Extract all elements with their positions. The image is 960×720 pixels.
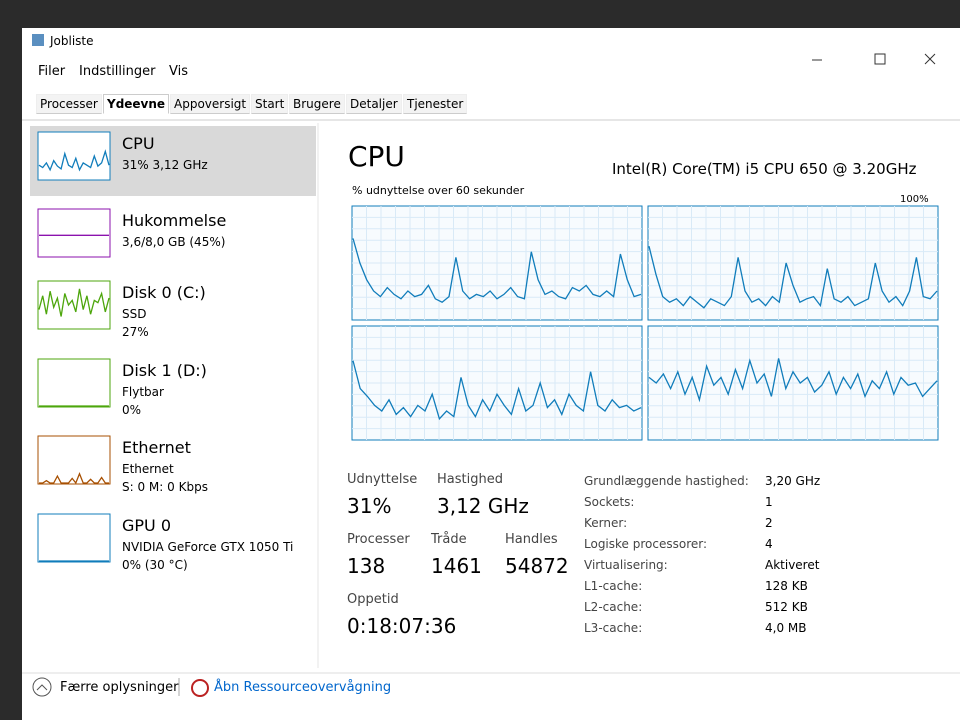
menu-item[interactable]: Filer [38,64,66,79]
device-name[interactable]: Disk 0 (C:) [122,283,206,302]
stat-value: 138 [347,554,386,578]
thumbnail-frame [37,435,111,485]
window: Jobliste Filer Indstillinger Vis Processer Yd… [22,28,960,720]
cpu-model: Intel(R) Core(TM) i5 CPU 650 @ 3.20GHz [612,160,917,178]
resource-monitor-link[interactable]: Åbn Ressourceovervågning [214,680,392,695]
graph-label: % udnyttelse over 60 sekunder [352,184,525,197]
device-name[interactable]: Hukommelse [122,211,227,230]
core-graph-line [352,238,642,303]
device-info: 0% [122,403,142,417]
thumbnail-frame [37,208,111,258]
stat-label: Hastighed [437,472,503,487]
device-info: Ethernet [122,462,174,476]
stat-label: Oppetid [347,592,399,607]
less-details[interactable]: Færre oplysninger [60,680,179,695]
less-chevron [36,684,48,691]
device-info: S: 0 M: 0 Kbps [122,480,208,494]
detail-value: 4,0 MB [765,621,807,635]
device-name[interactable]: Ethernet [122,438,191,457]
detail-value: 1 [765,495,773,509]
core-graph-line [352,360,642,421]
device-info: SSD [122,307,147,321]
thumbnail-graph [38,149,110,172]
stat-value: 31% [347,494,392,518]
stat-label: Udnyttelse [347,472,418,487]
detail-value: 2 [765,516,773,530]
device-info: NVIDIA GeForce GTX 1050 Ti [122,540,294,554]
device-info: 31% 3,12 GHz [122,158,208,172]
device-name[interactable]: GPU 0 [122,516,172,535]
thumbnail-frame [37,513,111,563]
menu-item[interactable]: Vis [169,64,188,79]
less-icon[interactable] [32,677,52,697]
tab[interactable]: Detaljer [346,94,402,114]
detail-label: Logiske processorer: [584,537,708,551]
stat-value: 0:18:07:36 [347,614,457,638]
graph-max: 100% [900,194,929,205]
stat-value: 54872 [505,554,569,578]
detail-value: 128 KB [765,579,808,593]
device-name[interactable]: CPU [122,134,155,153]
tab[interactable]: Processer [36,94,102,114]
tab[interactable]: Appoversigt [170,94,251,114]
thumbnail-frame [37,131,111,181]
maximize-button[interactable] [874,53,886,65]
stat-value: 1461 [431,554,482,578]
tab[interactable]: Tjenester [403,94,468,114]
detail-label: Kerner: [584,516,628,530]
device-name[interactable]: Disk 1 (D:) [122,361,207,380]
stat-value: 3,12 GHz [437,494,529,518]
tab[interactable]: Brugere [289,94,345,114]
thumbnail-graph [38,288,110,317]
stat-label: Processer [347,532,410,547]
window-title: Jobliste [50,34,94,48]
app-icon [32,34,44,46]
detail-value: 512 KB [765,600,808,614]
detail-label: Sockets: [584,495,635,509]
device-info: 27% [122,325,149,339]
tab[interactable]: Ydeevne [103,94,170,114]
monitor-icon[interactable] [191,679,209,697]
device-info: Flytbar [122,385,164,399]
cpu-title: CPU [348,140,405,173]
thumbnail-frame [37,358,111,408]
detail-label: Virtualisering: [584,558,668,572]
detail-label: L3-cache: [584,621,643,635]
stat-label: Handles [505,532,558,547]
tab[interactable]: Start [251,94,289,114]
detail-value: Aktiveret [765,558,820,572]
detail-label: L1-cache: [584,579,643,593]
stat-label: Tråde [431,532,467,547]
menu-item[interactable]: Indstillinger [79,64,156,79]
detail-label: L2-cache: [584,600,643,614]
core-graph-line [648,246,938,309]
device-info: 3,6/8,0 GB (45%) [122,235,226,249]
graphics [22,34,960,697]
device-info: 0% (30 °C) [122,558,188,572]
detail-value: 4 [765,537,773,551]
thumbnail-graph [39,472,109,485]
core-graph-line [648,358,938,403]
close-button[interactable] [924,53,936,65]
detail-value: 3,20 GHz [765,474,821,488]
detail-label: Grundlæggende hastighed: [584,474,749,488]
